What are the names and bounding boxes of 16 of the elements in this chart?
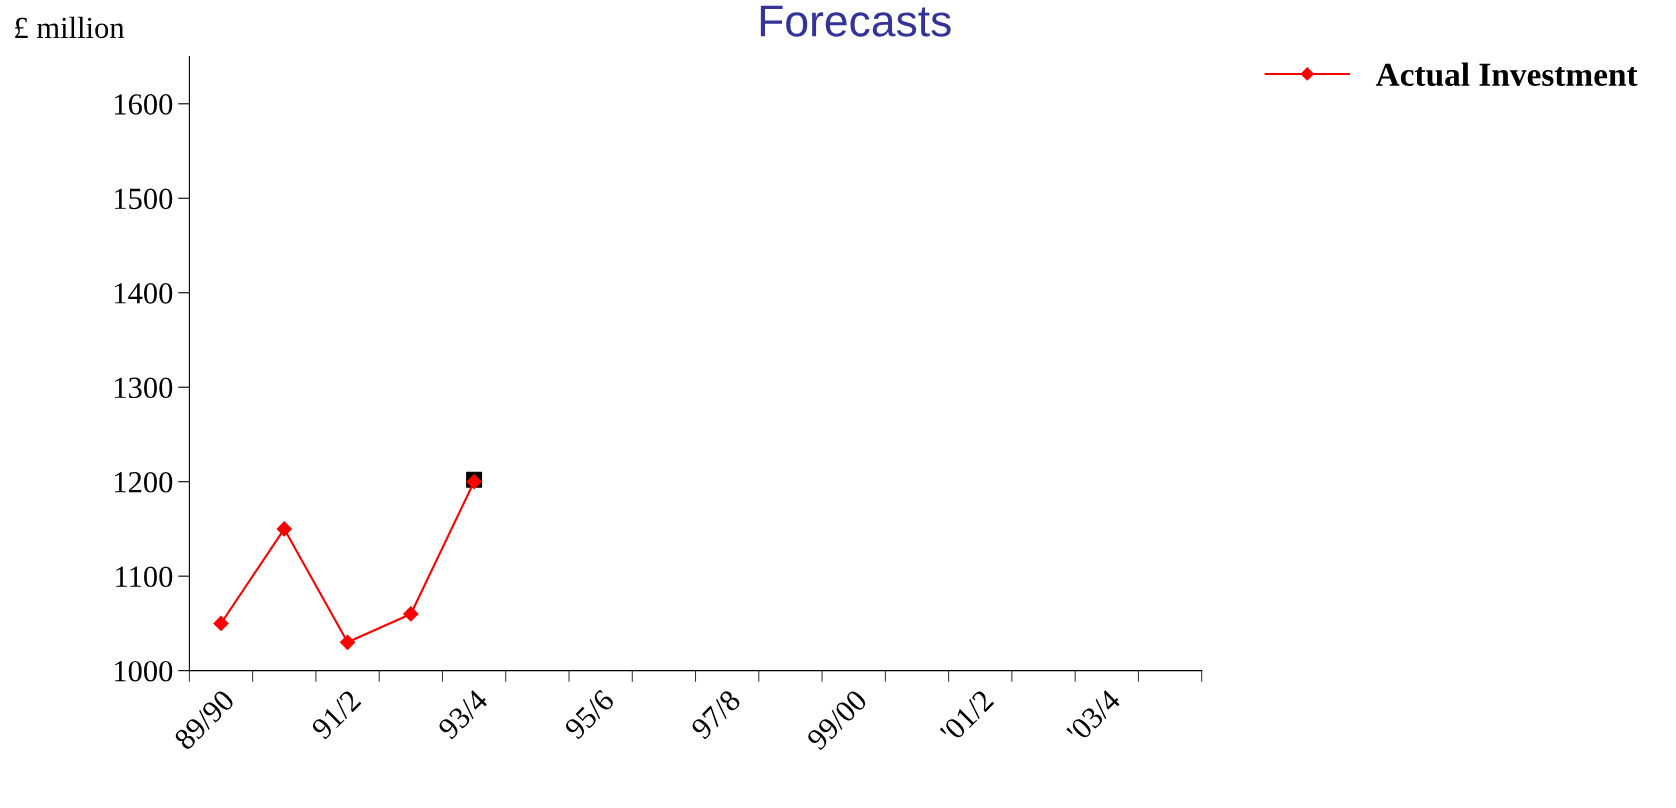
y-tick-label: 1100	[116, 566, 173, 588]
y-tick-label: 1600	[114, 94, 173, 115]
y-tick-label: 1200	[114, 471, 173, 493]
y-tick-label: 1500	[114, 188, 173, 210]
x-tick-label: 95/6	[563, 688, 616, 741]
y-tick-label: 1400	[114, 283, 173, 304]
x-tick-label: 97/8	[690, 688, 742, 741]
x-tick-label: '01/2	[939, 689, 995, 744]
chart-title: Forecasts	[760, 5, 951, 37]
y-tick-label: 1300	[114, 377, 173, 399]
y-axis-title: £ million	[15, 16, 125, 39]
y-tick-label: 1000	[114, 660, 173, 682]
legend-label: Actual Investment	[1375, 62, 1638, 87]
x-tick-label: 91/2	[310, 689, 362, 741]
x-tick-label: '03/4	[1066, 688, 1122, 744]
x-tick-label: 93/4	[437, 688, 489, 741]
